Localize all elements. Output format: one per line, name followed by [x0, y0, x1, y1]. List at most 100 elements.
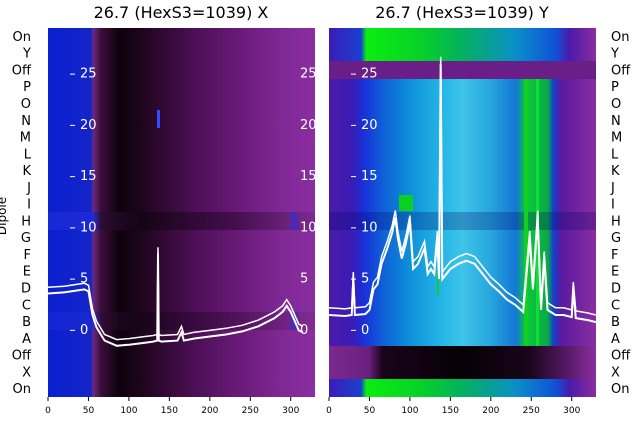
row-label: E — [23, 265, 31, 280]
row-label: B — [611, 315, 620, 330]
row-label: D — [611, 281, 621, 296]
inner-tick-label: 20 — [80, 118, 97, 133]
inner-tick-label: 5 — [361, 272, 369, 287]
x-ticks-x: 0 50 100 150 200 250 300 — [45, 397, 300, 416]
row-label: K — [611, 164, 620, 179]
row-label: X — [22, 365, 31, 380]
row-label: Y — [22, 47, 31, 62]
row-label: Off — [611, 349, 631, 364]
inner-tick-label-right: 10 — [300, 220, 317, 235]
trace-line — [48, 253, 304, 347]
heatmap-green-stripe-y — [524, 79, 528, 346]
row-label: Y — [610, 47, 619, 62]
inner-tick-label: 15 — [361, 169, 378, 184]
row-label: On — [611, 30, 629, 45]
x-tick-label: 100 — [120, 406, 137, 416]
heatmap-band-x-2 — [48, 312, 315, 330]
row-label: N — [611, 114, 621, 129]
inner-tick-label: 0 — [80, 323, 88, 338]
heatmap-bottom-band-y — [329, 379, 596, 397]
x-tick-label: 300 — [563, 406, 580, 416]
row-label: I — [611, 198, 615, 213]
x-tick-label: 200 — [201, 406, 218, 416]
x-tick-label: 50 — [83, 406, 95, 416]
row-label: P — [611, 80, 619, 95]
x-tick-label: 50 — [364, 406, 376, 416]
row-label: O — [21, 97, 31, 112]
heatmap-body-y — [329, 28, 596, 397]
row-label: L — [24, 147, 32, 162]
row-label: C — [22, 298, 31, 313]
row-label: X — [611, 365, 620, 380]
row-label: G — [611, 231, 621, 246]
row-label: H — [21, 214, 31, 229]
inner-tick-label: 15 — [80, 169, 97, 184]
row-label: M — [20, 131, 31, 146]
row-label: On — [611, 382, 629, 397]
chart-panel-x: 26.7 (HexS3=1039) X Dipole 25 25 20 20 15 15 1… — [0, 3, 317, 416]
inner-tick-label-right: 25 — [300, 67, 317, 82]
inner-tick-label: 10 — [80, 220, 97, 235]
row-label: K — [22, 164, 31, 179]
heatmap-spot-x — [157, 110, 160, 128]
inner-tick-label-right: 15 — [300, 169, 317, 184]
heatmap-spot-x-2 — [290, 212, 298, 230]
row-label: L — [611, 147, 619, 162]
x-tick-label: 100 — [401, 406, 418, 416]
row-label: Off — [12, 349, 32, 364]
trace-line-offset — [329, 56, 596, 316]
row-label: O — [611, 97, 621, 112]
row-label: F — [24, 248, 31, 263]
x-ticks-y: 0 50 100 150 200 250 300 — [326, 397, 581, 416]
row-label: J — [610, 181, 615, 196]
row-label: A — [22, 332, 31, 347]
x-tick-label: 200 — [482, 406, 499, 416]
heatmap-top-band-y — [329, 28, 596, 61]
inner-tick-label: 0 — [361, 323, 369, 338]
inner-tick-label: 5 — [80, 272, 88, 287]
heatmap-dark-band-y — [329, 346, 596, 379]
y-axis-label: Dipole — [0, 197, 9, 235]
row-label: G — [21, 231, 31, 246]
row-label: A — [611, 332, 620, 347]
x-tick-label: 250 — [242, 406, 259, 416]
row-label: On — [13, 382, 31, 397]
heatmap-off-band-y — [329, 61, 596, 79]
chart-title-x: 26.7 (HexS3=1039) X — [94, 3, 269, 22]
x-tick-label: 250 — [523, 406, 540, 416]
inner-ticks-y: 25 20 15 10 5 0 — [351, 67, 378, 338]
row-label: F — [611, 248, 618, 263]
x-tick-label: 150 — [161, 406, 178, 416]
heatmap-band-x — [48, 212, 315, 230]
x-tick-label: 0 — [45, 406, 51, 416]
trace-x — [48, 247, 304, 347]
row-label: C — [611, 298, 620, 313]
row-label: J — [26, 181, 31, 196]
heatmap-green-spot-y — [399, 195, 413, 211]
row-label: Off — [12, 63, 32, 78]
row-label: N — [21, 114, 31, 129]
trace-line-offset — [48, 247, 304, 341]
row-label: I — [27, 198, 31, 213]
trace-y — [329, 56, 596, 324]
row-label: H — [611, 214, 621, 229]
inner-tick-label: 25 — [361, 67, 378, 82]
row-label: E — [611, 265, 619, 280]
row-label: P — [23, 80, 31, 95]
x-tick-label: 0 — [326, 406, 332, 416]
row-label: B — [22, 315, 31, 330]
row-label: M — [611, 131, 622, 146]
chart-title-y: 26.7 (HexS3=1039) Y — [375, 3, 549, 22]
x-tick-label: 150 — [442, 406, 459, 416]
inner-tick-label: 20 — [361, 118, 378, 133]
inner-tick-label-right: 5 — [300, 272, 308, 287]
inner-tick-label: 25 — [80, 67, 97, 82]
x-tick-label: 300 — [282, 406, 299, 416]
inner-tick-label-right: 20 — [300, 118, 317, 133]
row-label: On — [13, 30, 31, 45]
inner-ticks-x: 25 25 20 20 15 15 10 10 5 5 0 0 — [70, 67, 317, 338]
